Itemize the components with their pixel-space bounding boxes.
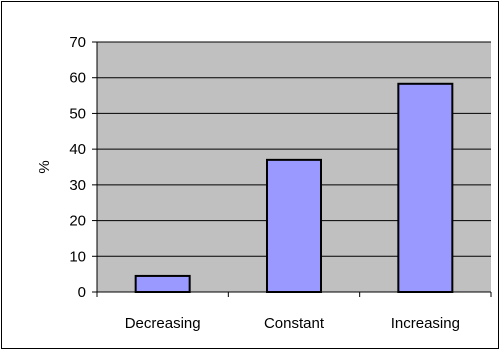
- y-tick-label: 40: [69, 141, 86, 158]
- x-tick-label: Increasing: [391, 315, 460, 332]
- y-tick-label: 0: [78, 284, 86, 301]
- y-tick-label: 70: [69, 34, 86, 51]
- y-tick-label: 50: [69, 105, 86, 122]
- y-tick-label: 60: [69, 70, 86, 87]
- bars: [134, 82, 454, 293]
- x-tick-labels: Decreasing Constant Increasing: [125, 315, 460, 332]
- bar-decreasing: [134, 274, 191, 293]
- y-tick-label: 10: [69, 248, 86, 265]
- bar-constant: [266, 158, 322, 293]
- bar-increasing: [397, 82, 454, 293]
- y-tick-labels: 0 10 20 30 40 50 60 70: [69, 34, 86, 301]
- axes: [92, 41, 492, 297]
- y-tick-label: 30: [69, 177, 86, 194]
- x-tick-label: Decreasing: [125, 315, 201, 332]
- x-tick-label: Constant: [264, 315, 325, 332]
- y-tick-label: 20: [69, 213, 86, 230]
- y-axis-label: %: [36, 160, 53, 173]
